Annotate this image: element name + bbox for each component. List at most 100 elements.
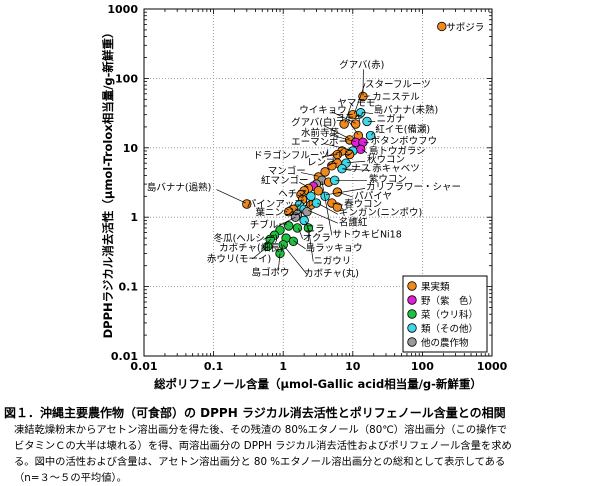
point-label: 島ゴボウ — [251, 267, 289, 279]
data-point — [313, 186, 324, 196]
point-label: 水前寺菜 — [301, 127, 340, 139]
point-label: サトウキビNi18 — [332, 230, 401, 241]
leader-line — [293, 240, 306, 250]
leader-line — [282, 244, 308, 275]
point-label: マンゴー — [268, 165, 306, 177]
point-label: ヨモギ — [335, 113, 364, 124]
data-point — [311, 198, 322, 208]
y-axis-label: DPPHラジカル消去活性（μmol-Trolox相当量/g-新鮮重） — [101, 27, 115, 339]
point-label: 秋ウコン — [367, 154, 405, 166]
point-label: ウイキョウ — [299, 105, 347, 116]
leader-line — [300, 172, 319, 177]
x-tick-label: 1000 — [477, 360, 508, 373]
leader-line — [371, 131, 375, 136]
data-point — [292, 223, 303, 233]
plot-frame — [143, 8, 493, 357]
leader-line — [363, 141, 369, 144]
point-label: カボチャ(細長) — [219, 242, 283, 254]
data-point — [332, 187, 343, 197]
leader-line — [344, 104, 352, 123]
leader-line — [308, 210, 338, 224]
point-label: ニガウリ — [313, 256, 351, 267]
leader-line — [332, 202, 343, 206]
point-label: チブルー — [250, 219, 288, 231]
data-point — [242, 199, 252, 209]
leader-line — [308, 227, 314, 262]
y-tick-label: 1 — [130, 211, 138, 224]
point-label: 冬瓜(ヘルシー) — [214, 232, 278, 244]
y-axis-ticks: 0.01 0.1 1 10 100 1000 — [107, 3, 492, 363]
point-label: 紅マンゴー — [261, 174, 309, 186]
point-label: ギンガン(ニンポウ) — [339, 208, 422, 219]
caption-line: ビタミンＣの大半は壊れる）を得、両溶出画分の DPPH ラジカル消去活性およびポ… — [14, 440, 512, 452]
x-axis-ticks: 0.01 0.1 1 10 100 1000 — [130, 9, 508, 373]
data-point — [437, 21, 447, 32]
legend-label: 果実類 — [421, 281, 450, 293]
leader-line — [252, 246, 268, 260]
leader-line — [323, 143, 353, 151]
point-label: カニステル — [372, 92, 420, 103]
legend-marker — [407, 295, 417, 305]
point-label: カボチャ(丸) — [304, 267, 359, 279]
leader-line — [305, 220, 309, 231]
legend-label: 野（紫 色） — [421, 295, 478, 307]
grid-lines — [144, 9, 492, 356]
point-label: 葉ニンジン — [256, 207, 304, 219]
data-point — [320, 191, 330, 202]
point-label: パインアップル — [247, 199, 314, 210]
point-label: グアバ(赤) — [339, 59, 384, 71]
data-point — [284, 207, 294, 217]
y-tick-label: 100 — [115, 72, 138, 85]
leader-lines — [216, 69, 376, 275]
point-label: 島バナナ(過熟) — [147, 182, 211, 194]
legend-label: 他の農作物 — [421, 337, 469, 349]
point-label: 名護紅 — [339, 216, 368, 228]
x-tick-label: 1 — [279, 360, 287, 373]
point-label: 紅イモ(備瀬) — [375, 123, 430, 135]
leader-line — [347, 119, 359, 135]
leader-line — [327, 162, 338, 165]
y-tick-label: 0.1 — [119, 281, 139, 294]
y-tick-label: 0.01 — [111, 350, 138, 363]
point-label: 紫ウコン — [369, 174, 407, 185]
data-point — [356, 144, 366, 155]
leader-line — [321, 181, 333, 236]
point-label: サポジラ — [446, 22, 484, 33]
data-point — [284, 221, 294, 231]
x-tick-label: 100 — [411, 360, 434, 373]
point-label: 春ウコン — [344, 198, 382, 210]
leader-line — [361, 149, 368, 154]
leader-line — [321, 154, 338, 158]
legend-marker — [407, 337, 417, 347]
leader-line — [346, 160, 366, 164]
data-point — [350, 119, 361, 129]
leader-line — [216, 189, 246, 204]
legend-marker — [407, 323, 417, 333]
point-label: レイシ — [325, 148, 354, 159]
data-point — [332, 202, 343, 212]
y-tick-label: 10 — [123, 142, 139, 155]
caption-line: る。図中の活性および含量は、アセトン溶出画分と 80 %エタノール溶出画分との総… — [14, 456, 506, 468]
data-point — [320, 167, 330, 177]
leader-line — [331, 111, 356, 124]
figure-caption-title: 図１．沖縄主要農作物（可食部）の DPPH ラジカル消去活性とポリフェノール含量… — [4, 406, 506, 420]
leader-line — [297, 194, 303, 199]
point-label: ヘチマ — [278, 189, 307, 200]
figure-caption-body: 凍結乾燥粉末からアセトン溶出画分を得た後、その残渣の 80%エタノール（80℃）… — [14, 422, 600, 486]
y-tick-label: 1000 — [107, 3, 138, 16]
legend-label: 菜（ウリ科） — [421, 309, 478, 321]
x-tick-label: 10 — [345, 360, 361, 373]
leader-line — [329, 134, 356, 143]
leader-line — [323, 125, 350, 140]
point-label: グアバ(白) — [291, 116, 336, 128]
point-label: オクラ — [303, 233, 331, 244]
point-label: 島トウガラシ — [369, 145, 426, 157]
leader-line — [298, 227, 303, 239]
legend-marker — [407, 309, 417, 319]
leader-line — [317, 202, 339, 215]
point-label: 島バナナ(未熟) — [374, 104, 438, 116]
leader-line — [337, 191, 353, 198]
